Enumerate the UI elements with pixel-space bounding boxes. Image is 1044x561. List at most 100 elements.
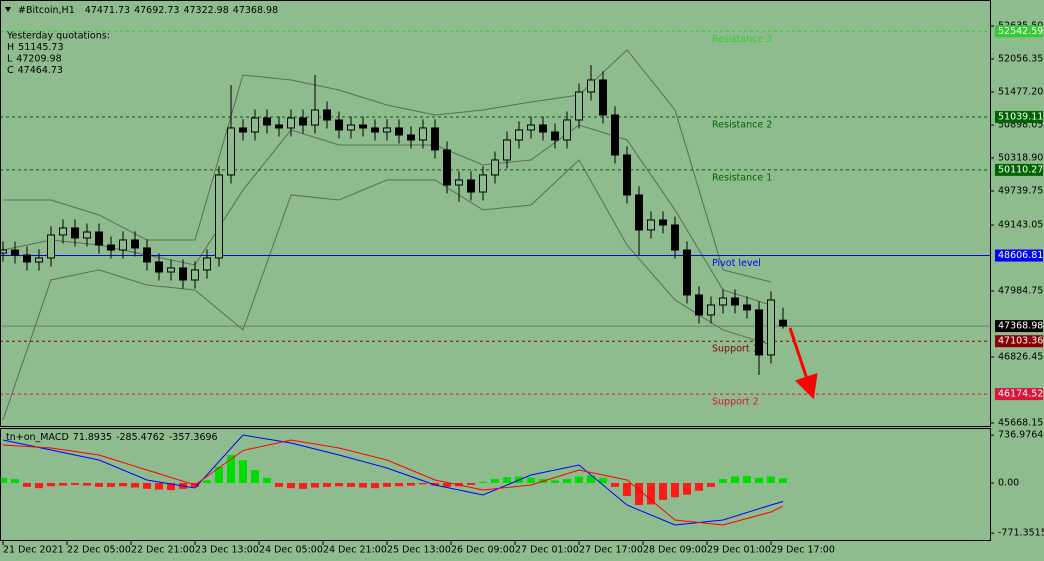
- x-tick-label: 24 Dec 21:00: [323, 545, 387, 556]
- level-value: 51039.11: [998, 111, 1043, 122]
- candle-body: [203, 257, 211, 271]
- level-value: 46174.52: [998, 389, 1043, 400]
- level-name: Resistance 3: [712, 34, 772, 45]
- histogram-bar: [203, 480, 211, 483]
- candle-body: [143, 247, 151, 263]
- histogram-bar: [335, 482, 343, 487]
- histogram-bar: [347, 482, 355, 487]
- histogram-bar: [443, 482, 451, 487]
- candle-body: [227, 127, 235, 176]
- yesterday-value: 51145.73: [18, 42, 63, 53]
- x-tick-label: 29 Dec 17:00: [771, 545, 835, 556]
- y-tick-label: 52056.35: [998, 54, 1043, 65]
- histogram-bar: [383, 482, 391, 487]
- level-name: Resistance 1: [712, 172, 772, 183]
- header-field: 47368.98: [233, 5, 278, 16]
- y-tick-label: 49143.05: [998, 219, 1043, 230]
- band-lower: [2, 159, 772, 421]
- candle-body: [599, 79, 607, 116]
- menu-arrow[interactable]: [5, 7, 11, 12]
- histogram-bar: [143, 482, 151, 489]
- candle-body: [743, 304, 751, 311]
- histogram-bar: [0, 477, 7, 483]
- candle-body: [35, 257, 43, 263]
- histogram-bar: [83, 482, 91, 486]
- y-tick-label: 49739.75: [998, 185, 1043, 196]
- y-tick-label: 50898.05: [998, 119, 1043, 130]
- candle-body: [719, 297, 727, 306]
- indicator-field: 71.8935: [73, 432, 112, 443]
- candle-body: [443, 149, 451, 186]
- histogram-bar: [371, 482, 379, 489]
- candle-body: [395, 127, 403, 136]
- histogram-bar: [659, 482, 667, 500]
- indicator-field: -285.4762: [116, 432, 165, 443]
- candle-body: [623, 154, 631, 196]
- candle-body: [275, 124, 283, 129]
- level-box: [995, 335, 1043, 348]
- candle-body: [383, 127, 391, 133]
- histogram-bar: [551, 480, 559, 483]
- chart-header: #Bitcoin,H1 47471.73 47692.73 47322.98 47368…: [18, 5, 278, 16]
- candle-body: [755, 309, 763, 356]
- level-name: Pivot level: [712, 258, 761, 269]
- x-tick-label: 28 Dec 09:00: [643, 545, 707, 556]
- histogram-bar: [155, 482, 163, 490]
- histogram-bar: [671, 482, 679, 498]
- header-field: 47322.98: [183, 5, 228, 16]
- candle-body: [287, 117, 295, 129]
- candle-body: [731, 297, 739, 306]
- candle-body: [191, 269, 199, 281]
- candle-body: [479, 174, 487, 193]
- candle-body: [0, 249, 7, 254]
- candle-body: [11, 249, 19, 256]
- y-tick-label: -771.3515: [998, 528, 1044, 539]
- y-tick-label: 736.9764: [998, 430, 1043, 441]
- histogram-bar: [755, 477, 763, 483]
- histogram-bar: [359, 482, 367, 488]
- candle-body: [767, 299, 775, 356]
- current-price-label: 47368.98: [998, 321, 1043, 332]
- histogram-bar: [11, 479, 19, 483]
- candle-body: [179, 267, 187, 281]
- histogram-bar: [95, 482, 103, 487]
- histogram-bar: [311, 482, 319, 488]
- histogram-bar: [587, 475, 595, 483]
- candle-body: [431, 127, 439, 151]
- x-tick-label: 25 Dec 13:00: [387, 545, 451, 556]
- yesterday-item: C 47464.73: [7, 65, 63, 76]
- histogram-bar: [491, 479, 499, 483]
- yesterday-item: L 47209.98: [7, 53, 62, 64]
- candle-body: [707, 304, 715, 316]
- histogram-bar: [275, 482, 283, 487]
- main-pane: [0, 0, 991, 427]
- candle-body: [683, 249, 691, 296]
- histogram-bar: [467, 482, 475, 485]
- histogram-bar: [527, 477, 535, 483]
- candle-body: [335, 119, 343, 131]
- x-tick-label: 27 Dec 17:00: [579, 545, 643, 556]
- histogram-bar: [575, 476, 583, 483]
- x-tick-label: 22 Dec 05:00: [67, 545, 131, 556]
- level-value: 48606.81: [998, 250, 1043, 261]
- candle-body: [299, 117, 307, 126]
- candle-body: [551, 131, 559, 141]
- histogram-bar: [611, 482, 619, 487]
- candle-body: [347, 124, 355, 131]
- x-tick-label: 27 Dec 01:00: [515, 545, 579, 556]
- level-box: [995, 25, 1043, 38]
- candle-body: [671, 224, 679, 251]
- level-box: [995, 163, 1043, 176]
- indicator-title: tn+on_MACD 71.8935 -285.4762 -357.3696: [6, 432, 218, 443]
- candle-body: [527, 124, 535, 131]
- histogram-bar: [167, 482, 175, 491]
- candle-body: [47, 234, 55, 259]
- candle-body: [503, 139, 511, 161]
- candle-body: [695, 294, 703, 316]
- histogram-bar: [779, 478, 787, 483]
- level-value: 50110.27: [998, 164, 1043, 175]
- yesterday-value: 47209.98: [16, 53, 61, 64]
- indicator-field: tn+on_MACD: [6, 432, 69, 443]
- x-tick-label: 23 Dec 13:00: [195, 545, 259, 556]
- candle-body: [95, 231, 103, 246]
